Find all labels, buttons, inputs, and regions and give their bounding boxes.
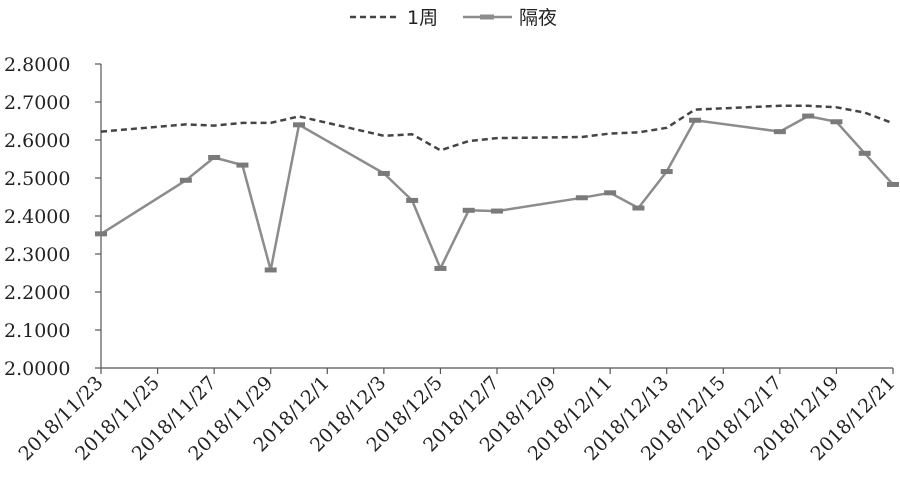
y-tick-label: 2.1000 <box>4 320 70 342</box>
y-tick-label: 2.0000 <box>4 358 70 380</box>
legend-label-1week: 1周 <box>407 7 438 29</box>
y-tick-label: 2.5000 <box>4 168 70 190</box>
y-tick-label: 2.2000 <box>4 282 70 304</box>
legend-label-overnight: 隔夜 <box>519 7 557 29</box>
y-tick-label: 2.7000 <box>4 92 70 114</box>
y-tick-label: 2.8000 <box>4 54 70 76</box>
legend: 1周 隔夜 <box>350 7 557 29</box>
series-line-1week <box>100 104 894 152</box>
x-axis-ticks: 2018/11/232018/11/252018/11/272018/11/29… <box>15 368 900 465</box>
series-layer <box>95 104 899 273</box>
y-tick-label: 2.6000 <box>4 130 70 152</box>
axes <box>100 64 893 369</box>
y-axis-ticks: 2.0000 2.1000 2.2000 2.3000 2.4000 2.5000 2.60… <box>4 54 101 380</box>
y-tick-label: 2.4000 <box>4 206 70 228</box>
y-tick-label: 2.3000 <box>4 244 70 266</box>
